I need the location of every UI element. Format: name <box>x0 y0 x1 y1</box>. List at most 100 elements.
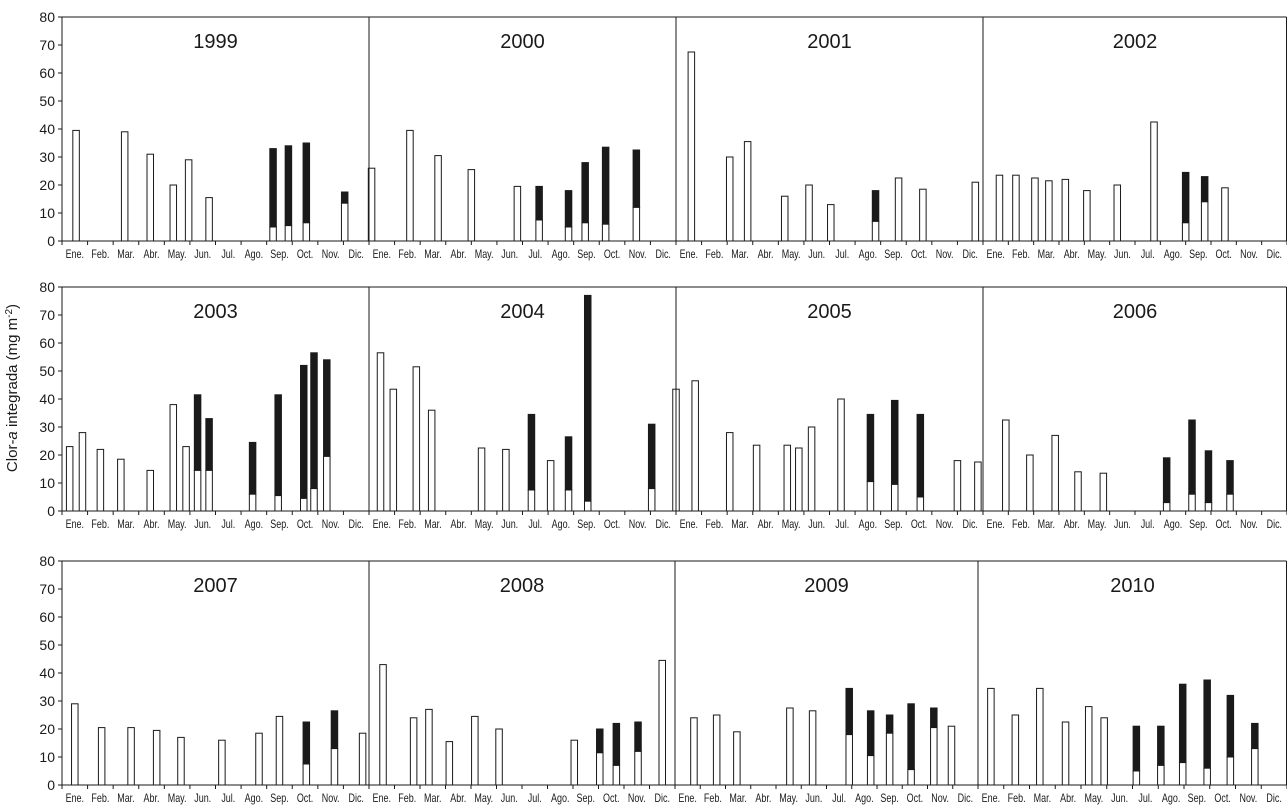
month-tick-label: May. <box>475 519 494 531</box>
bar-upper-segment <box>916 413 925 498</box>
month-tick-label: Oct. <box>1215 519 1231 531</box>
month-tick-label: Dic. <box>1267 249 1282 261</box>
bar-lower-segment <box>987 687 995 786</box>
month-tick-label: Abr. <box>1060 793 1076 805</box>
bar-upper-segment <box>583 294 592 502</box>
bar-lower-segment <box>1100 717 1108 786</box>
bar-lower-segment <box>120 131 129 242</box>
bar-upper-segment <box>871 190 880 222</box>
month-tick-label: May. <box>475 249 494 261</box>
bar-lower-segment <box>837 398 845 512</box>
month-tick-label: Dic. <box>348 249 363 261</box>
bar-upper-segment <box>535 185 543 221</box>
month-tick-label: Feb. <box>1012 249 1030 261</box>
month-tick-label: Ago. <box>245 793 263 805</box>
bar-lower-segment <box>712 714 721 786</box>
bar-lower-segment <box>358 732 367 786</box>
month-tick-label: Oct. <box>907 793 923 805</box>
month-tick-label: Oct. <box>604 249 620 261</box>
bar-lower-segment <box>302 763 311 786</box>
month-tick-label: Abr. <box>144 249 160 261</box>
month-tick-label: Ene. <box>680 249 698 261</box>
bar-lower-segment <box>564 226 573 242</box>
bar-upper-segment <box>930 707 938 729</box>
month-tick-label: Ago. <box>552 249 570 261</box>
bar-lower-segment <box>527 489 536 512</box>
bar-lower-segment <box>691 380 699 512</box>
bar-lower-segment <box>581 222 589 242</box>
month-tick-label: Dic. <box>655 249 670 261</box>
y-tick-label: 80 <box>39 279 55 295</box>
bar-lower-segment <box>890 483 899 512</box>
month-tick-label: Nov. <box>322 793 340 805</box>
month-tick-label: Dic. <box>962 249 977 261</box>
month-tick-label: Feb. <box>1012 519 1030 531</box>
month-tick-label: Feb. <box>398 793 416 805</box>
month-tick-label: Oct. <box>1215 249 1231 261</box>
month-tick-label: Jul. <box>835 519 849 531</box>
bar-upper-segment <box>890 399 899 485</box>
bar-lower-segment <box>248 493 257 512</box>
bar-upper-segment <box>564 190 573 228</box>
month-tick-label: Mar. <box>117 519 134 531</box>
bar-lower-segment <box>255 732 263 786</box>
bar-lower-segment <box>1011 714 1020 786</box>
bar-lower-segment <box>275 715 284 786</box>
bar-lower-segment <box>72 129 80 242</box>
chart-panel-1: 0 10 20 30 40 50 60 70 80 1999 Ene. Feb. Mar. Abr. May… <box>39 9 1287 261</box>
bar-upper-segment <box>302 142 311 224</box>
year-label-2010: 2010 <box>1110 575 1155 597</box>
chart-panel-3: 0 10 20 30 40 50 60 70 80 2007 Ene. Feb. Mar. Abr. May… <box>39 553 1287 805</box>
bar-lower-segment <box>725 156 734 242</box>
bar-upper-segment <box>1226 694 1235 758</box>
month-tick-label: Abr. <box>451 249 467 261</box>
bar-lower-segment <box>827 204 835 242</box>
bar-lower-segment <box>845 734 853 786</box>
bar-lower-segment <box>177 736 185 786</box>
y-tick-label: 30 <box>39 149 55 165</box>
month-tick-label: Abr. <box>758 249 774 261</box>
bar-upper-segment <box>340 191 349 204</box>
month-tick-label: Jul. <box>221 519 235 531</box>
month-tick-label: Ene. <box>982 793 1000 805</box>
year-label-2001: 2001 <box>807 31 852 53</box>
y-tick-label: 70 <box>39 581 55 597</box>
bar-lower-segment <box>78 432 87 512</box>
month-tick-label: Ago. <box>245 519 263 531</box>
month-tick-label: Sep. <box>884 519 902 531</box>
chart-panel-2: 0 10 20 30 40 50 60 70 80 2003 Ene. Feb. Mar. Abr. May… <box>39 279 1287 531</box>
bar-upper-segment <box>1162 457 1171 504</box>
bar-upper-segment <box>330 710 339 750</box>
bar-lower-segment <box>1204 502 1213 512</box>
month-tick-label: Oct. <box>911 249 927 261</box>
y-tick-label: 40 <box>39 665 55 681</box>
bar-lower-segment <box>570 739 579 786</box>
bar-lower-segment <box>1157 764 1165 786</box>
bar-lower-segment <box>409 717 418 786</box>
bar-upper-segment <box>248 441 257 495</box>
month-tick-label: Ene. <box>66 519 84 531</box>
month-tick-label: Jul. <box>832 793 846 805</box>
month-tick-label: Ago. <box>855 793 873 805</box>
y-tick-label: 0 <box>47 503 55 519</box>
bar-lower-segment <box>1251 748 1259 786</box>
bar-lower-segment <box>323 455 331 512</box>
bar-upper-segment <box>581 162 589 224</box>
y-tick-label: 50 <box>39 363 55 379</box>
bar-upper-segment <box>632 149 641 208</box>
bar-upper-segment <box>1181 171 1190 224</box>
year-label-2009: 2009 <box>804 575 849 597</box>
month-tick-label: Dic. <box>1266 793 1281 805</box>
bar-lower-segment <box>1083 190 1091 242</box>
bar-lower-segment <box>1061 178 1070 242</box>
bar-lower-segment <box>471 715 479 786</box>
y-tick-label: 30 <box>39 419 55 435</box>
bar-lower-segment <box>184 159 193 242</box>
y-tick-label: 40 <box>39 391 55 407</box>
month-tick-label: Oct. <box>911 519 927 531</box>
bar-lower-segment <box>634 750 642 786</box>
month-tick-label: Feb. <box>91 519 109 531</box>
bar-lower-segment <box>1012 174 1020 242</box>
month-tick-label: Feb. <box>398 249 416 261</box>
month-tick-label: May. <box>782 519 801 531</box>
